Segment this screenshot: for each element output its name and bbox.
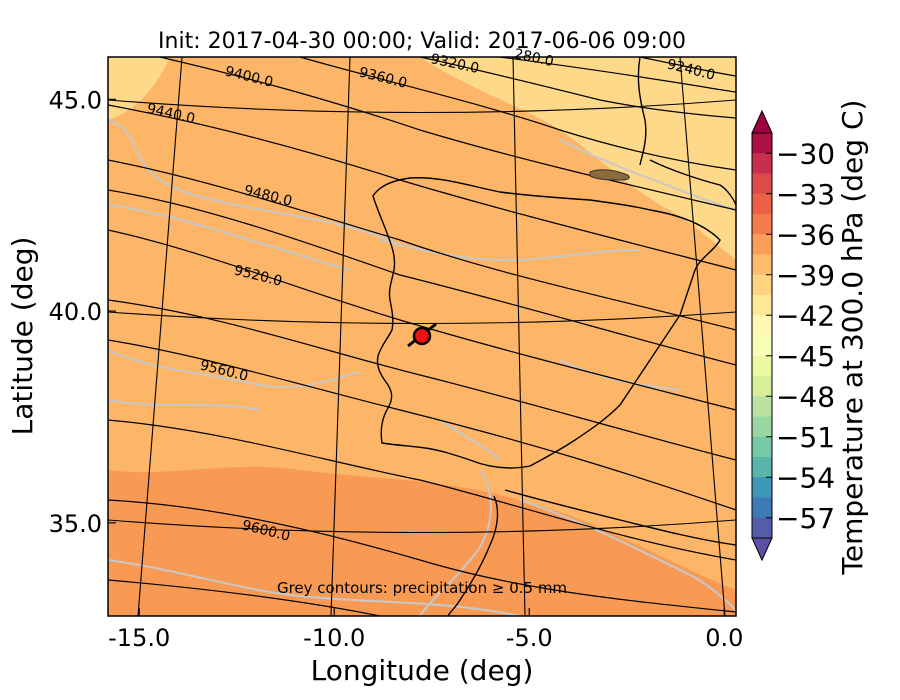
height-contour-9320 (419, 57, 736, 119)
x-tick-label: -10.0 (303, 624, 365, 652)
chart-title: Init: 2017-04-30 00:00; Valid: 2017-06-0… (158, 29, 686, 54)
colorbar-segment (752, 436, 772, 458)
x-tick-label: 0.0 (705, 624, 743, 652)
colorbar-segment (752, 234, 772, 255)
y-axis-ticks: 45.0 40.0 35.0 (49, 86, 116, 538)
colorbar-segment (752, 254, 772, 276)
iberia-coastline (372, 177, 721, 469)
colorbar-tick-label: −39 (776, 259, 835, 292)
colorbar-segment (752, 497, 772, 519)
parallel-45 (108, 99, 736, 114)
temperature-fill-cool (420, 57, 736, 260)
colorbar-label: Temperature at 300.0 hPa (deg C) (836, 100, 869, 576)
temperature-fill-cool-west (108, 57, 170, 120)
meridian-0 (679, 57, 726, 616)
colorbar-tick-label: −51 (776, 421, 835, 454)
colorbar-segment (752, 416, 772, 438)
height-contour-9600 (108, 499, 736, 613)
colorbar-tick-label: −45 (776, 340, 835, 373)
colorbar-segment (752, 457, 772, 478)
x-tick-label: -5.0 (506, 624, 553, 652)
height-contour-9480 (108, 159, 736, 331)
colorbar-tick-label: −33 (776, 178, 835, 211)
height-contour-9520 (108, 229, 736, 411)
africa-coastline (447, 489, 736, 616)
x-axis-label: Longitude (deg) (311, 654, 534, 687)
precipitation-contours (108, 119, 736, 616)
colorbar-segment (752, 477, 772, 498)
map-plot-area: Grey contours: precipitation ≥ 0.5 mm (108, 57, 736, 616)
colorbar-segment (752, 274, 772, 296)
colorbar-segment (752, 376, 772, 397)
y-tick-label: 35.0 (49, 510, 102, 538)
x-tick-label: -15.0 (108, 624, 170, 652)
x-axis-ticks: -15.0 -10.0 -5.0 0.0 (108, 608, 743, 652)
colorbar-tick-label: −30 (776, 137, 835, 170)
colorbar-segment (752, 173, 772, 195)
colorbar-segment (752, 153, 772, 174)
colorbar-tick-label: −42 (776, 299, 835, 332)
height-contour-9560 (108, 339, 736, 511)
location-marker (407, 322, 437, 348)
colorbar-segment (752, 315, 772, 336)
y-axis-label: Latitude (deg) (6, 237, 39, 436)
height-contour-9280 (499, 57, 736, 93)
parallel-40 (108, 311, 736, 325)
y-tick-label: 45.0 (49, 86, 102, 114)
meridian-minus10 (330, 57, 351, 616)
colorbar-segment (752, 133, 772, 154)
colorbar-tick-label: −54 (776, 461, 835, 494)
plot-frame (107, 56, 737, 617)
france-coastline (637, 57, 736, 206)
height-contour-9240 (639, 57, 736, 77)
temperature-fill-warm (108, 466, 736, 616)
colorbar-extend-bottom (751, 537, 773, 562)
colorbar-segment (752, 193, 772, 215)
colorbar-segment (752, 517, 772, 539)
colorbar-tick-label: −57 (776, 502, 835, 535)
precipitation-cluster-pyrenees (589, 169, 630, 181)
height-contour-9360 (299, 57, 736, 171)
colorbar-segment (752, 214, 772, 235)
colorbar-segment (752, 295, 772, 316)
colorbar-segment (752, 335, 772, 357)
height-contour-9400 (159, 57, 736, 211)
colorbar-segment (752, 396, 772, 417)
colorbar-segment (752, 355, 772, 377)
y-tick-label: 40.0 (49, 298, 102, 326)
colorbar: −30 −33 −36 −39 −42 −45 −48 −51 −54 −57 (751, 109, 835, 562)
colorbar-frame (751, 132, 773, 539)
colorbar-tick-label: −48 (776, 380, 835, 413)
meridian-minus5 (512, 57, 526, 616)
colorbar-extend-top (751, 109, 773, 134)
colorbar-tick-label: −36 (776, 218, 835, 251)
precipitation-annotation: Grey contours: precipitation ≥ 0.5 mm (277, 579, 567, 597)
